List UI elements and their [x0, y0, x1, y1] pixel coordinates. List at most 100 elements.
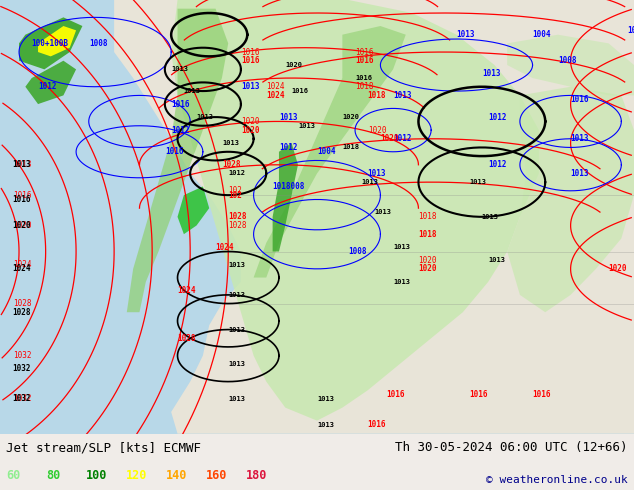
Text: 1013: 1013	[228, 292, 245, 298]
Text: 1013: 1013	[171, 66, 188, 73]
Text: 1032: 1032	[13, 364, 31, 373]
Text: 1013: 1013	[393, 279, 410, 285]
Text: 1013: 1013	[317, 396, 334, 402]
Text: 100: 100	[86, 469, 108, 483]
Text: 1016: 1016	[355, 48, 373, 56]
Text: 1020: 1020	[609, 265, 627, 273]
Text: 1016: 1016	[355, 56, 373, 65]
Text: 1020: 1020	[342, 114, 359, 120]
Text: 1013: 1013	[298, 123, 315, 129]
Text: 1008: 1008	[628, 26, 634, 35]
Text: 1032: 1032	[13, 394, 31, 403]
Text: 60: 60	[6, 469, 20, 483]
Text: 1018: 1018	[342, 145, 359, 150]
Text: 1018: 1018	[368, 91, 386, 100]
Text: 1016: 1016	[387, 390, 405, 399]
Text: 1016: 1016	[13, 191, 31, 199]
Text: 1016: 1016	[13, 195, 31, 204]
Text: 1024: 1024	[216, 243, 234, 252]
Text: 1032: 1032	[13, 351, 31, 360]
Text: 1013: 1013	[279, 113, 297, 122]
Text: 1028: 1028	[228, 212, 247, 221]
Text: 1016: 1016	[571, 95, 589, 104]
Text: 1012: 1012	[38, 82, 56, 91]
Text: 1008: 1008	[558, 56, 576, 65]
Text: 1024: 1024	[178, 286, 196, 295]
Polygon shape	[178, 187, 209, 234]
Text: 1013: 1013	[228, 326, 245, 333]
Polygon shape	[507, 35, 634, 96]
Text: 1020: 1020	[418, 256, 437, 265]
Text: 1013: 1013	[228, 262, 245, 268]
Text: 1004: 1004	[317, 147, 335, 156]
Text: 1013: 1013	[571, 134, 589, 143]
Text: 1020: 1020	[241, 117, 259, 126]
Text: 1004: 1004	[533, 30, 551, 39]
Text: Th 30-05-2024 06:00 UTC (12+66): Th 30-05-2024 06:00 UTC (12+66)	[395, 441, 628, 454]
Text: 1020: 1020	[241, 125, 259, 135]
Text: 180: 180	[246, 469, 268, 483]
Text: 1024: 1024	[13, 265, 31, 273]
Text: 1013: 1013	[482, 214, 499, 220]
Text: 1028: 1028	[228, 221, 247, 230]
Text: 1018: 1018	[418, 230, 437, 239]
Text: 1012: 1012	[488, 113, 507, 122]
Text: 1013: 1013	[571, 169, 589, 178]
Text: 140: 140	[166, 469, 188, 483]
Text: 160: 160	[206, 469, 228, 483]
Text: 120: 120	[126, 469, 148, 483]
Text: 1028: 1028	[222, 160, 240, 169]
Text: 80: 80	[46, 469, 60, 483]
Polygon shape	[254, 26, 406, 277]
Text: 1013: 1013	[393, 244, 410, 250]
Text: 102: 102	[228, 186, 242, 196]
Polygon shape	[171, 0, 539, 420]
Text: 1013: 1013	[228, 361, 245, 368]
Polygon shape	[507, 87, 634, 312]
Text: 1016: 1016	[241, 48, 259, 56]
Text: 1016: 1016	[171, 99, 190, 109]
Text: 1012: 1012	[228, 171, 245, 176]
Polygon shape	[127, 9, 228, 312]
Text: 1018008: 1018008	[273, 182, 305, 191]
Text: Jet stream/SLP [kts] ECMWF: Jet stream/SLP [kts] ECMWF	[6, 441, 202, 454]
Text: 1012: 1012	[171, 125, 190, 135]
Text: 1018: 1018	[418, 212, 437, 221]
Text: 1024: 1024	[13, 260, 31, 269]
Polygon shape	[114, 0, 634, 434]
Text: 1012: 1012	[488, 160, 507, 169]
Polygon shape	[273, 143, 298, 251]
Text: 102: 102	[228, 191, 242, 199]
Text: 1024: 1024	[266, 91, 285, 100]
Text: 1008: 1008	[349, 247, 367, 256]
Text: 1013: 1013	[13, 160, 31, 169]
Text: 1013: 1013	[241, 82, 259, 91]
Text: 1013: 1013	[13, 160, 31, 169]
Text: 1013: 1013	[482, 69, 500, 78]
Text: 1032: 1032	[13, 394, 31, 403]
Text: 1020: 1020	[418, 265, 437, 273]
Text: 1028: 1028	[178, 334, 196, 343]
Text: 1028: 1028	[13, 308, 31, 317]
Text: 1013: 1013	[368, 169, 386, 178]
Text: 1016: 1016	[533, 390, 551, 399]
Text: 100+100B: 100+100B	[32, 39, 68, 48]
Text: 1013: 1013	[469, 179, 486, 185]
Text: 1020: 1020	[13, 221, 31, 230]
Polygon shape	[25, 61, 76, 104]
Text: 1012: 1012	[279, 143, 297, 152]
Text: 1013: 1013	[361, 179, 378, 185]
Text: 1016: 1016	[292, 88, 309, 94]
Text: 1013: 1013	[184, 88, 201, 94]
Text: 1020: 1020	[13, 221, 31, 230]
Text: 1028: 1028	[13, 299, 31, 308]
Text: 1012: 1012	[393, 134, 411, 143]
Text: 1013: 1013	[374, 210, 391, 216]
Text: 1013: 1013	[488, 257, 505, 263]
Text: 1016: 1016	[355, 75, 372, 81]
Text: 1016: 1016	[165, 147, 183, 156]
Text: 1016: 1016	[241, 56, 259, 65]
Text: 1013: 1013	[456, 30, 475, 39]
Text: 1008: 1008	[89, 39, 107, 48]
Polygon shape	[19, 17, 82, 70]
